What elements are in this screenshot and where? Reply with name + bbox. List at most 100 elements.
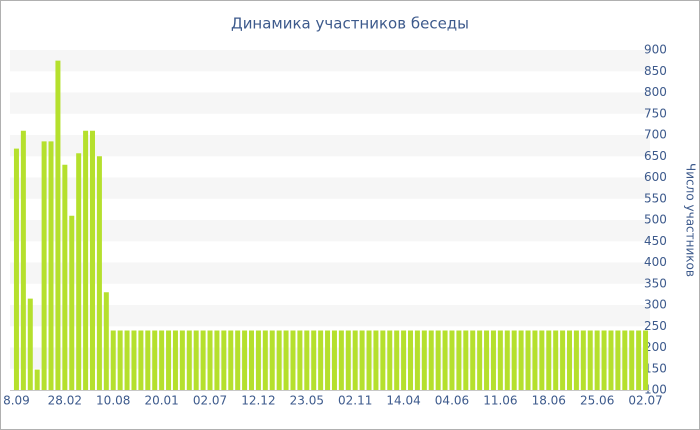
x-tick-label: 02.07 — [628, 394, 662, 408]
bar — [318, 330, 324, 390]
bar — [539, 330, 545, 390]
y-tick-label: 250 — [644, 319, 667, 333]
y-tick-label: 700 — [644, 128, 667, 142]
bar — [442, 330, 448, 390]
bar — [338, 330, 344, 390]
bar — [553, 330, 559, 390]
x-tick-label: 8.09 — [3, 394, 30, 408]
bar — [587, 330, 593, 390]
bar — [414, 330, 420, 390]
y-axis-title: Число участников — [684, 163, 698, 277]
y-tick-label: 100 — [644, 383, 667, 397]
y-tick-label: 350 — [644, 276, 667, 290]
bar — [228, 330, 234, 390]
bar — [276, 330, 282, 390]
bar — [366, 330, 372, 390]
bar — [511, 330, 517, 390]
x-tick-label: 20.01 — [144, 394, 178, 408]
bar — [200, 330, 206, 390]
bar — [311, 330, 317, 390]
bar — [103, 292, 109, 390]
bar — [594, 330, 600, 390]
bar — [325, 330, 331, 390]
bar — [90, 130, 95, 390]
bar — [138, 330, 144, 390]
y-tick-label: 850 — [644, 64, 667, 78]
bar — [255, 330, 261, 390]
bar — [55, 60, 61, 390]
bar — [290, 330, 296, 390]
y-tick-label: 650 — [644, 149, 667, 163]
y-tick-label: 750 — [644, 106, 667, 120]
bar — [186, 330, 192, 390]
x-tick-label: 10.08 — [96, 394, 130, 408]
y-tick-label: 400 — [644, 255, 667, 269]
x-tick-label: 12.12 — [241, 394, 275, 408]
bar — [636, 330, 642, 390]
bar — [546, 330, 552, 390]
bar — [166, 330, 172, 390]
y-tick-label: 800 — [644, 85, 667, 99]
bar — [622, 330, 628, 390]
bar — [615, 330, 621, 390]
x-tick-label: 25.06 — [580, 394, 614, 408]
bar — [235, 330, 241, 390]
y-tick-label: 500 — [644, 213, 667, 227]
bar — [62, 164, 68, 390]
bar — [408, 330, 413, 390]
bar — [41, 141, 47, 390]
grid-band — [10, 262, 650, 284]
bar — [477, 330, 483, 390]
bar — [96, 156, 102, 390]
bar — [601, 330, 607, 390]
bar — [242, 330, 248, 390]
bar — [172, 330, 178, 390]
bar — [283, 330, 289, 390]
bar — [207, 330, 213, 390]
x-tick-label: 11.06 — [483, 394, 517, 408]
bar — [352, 330, 358, 390]
y-tick-label: 150 — [644, 361, 667, 375]
bar — [387, 330, 393, 390]
y-tick-label: 200 — [644, 340, 667, 354]
bar — [221, 330, 227, 390]
bar — [117, 330, 123, 390]
bar — [643, 330, 649, 390]
bar — [76, 153, 82, 390]
bar — [463, 330, 469, 390]
bar — [145, 330, 151, 390]
bar — [179, 330, 185, 390]
bar — [573, 330, 579, 390]
bar — [456, 330, 462, 390]
x-tick-label: 18.06 — [532, 394, 566, 408]
bar — [359, 330, 365, 390]
bar — [152, 330, 158, 390]
bar — [518, 330, 524, 390]
x-tick-label: 02.11 — [338, 394, 372, 408]
bar — [69, 215, 75, 390]
bar — [428, 330, 434, 390]
bar — [560, 330, 566, 390]
bar — [490, 330, 496, 390]
bar — [34, 369, 40, 390]
bar — [484, 330, 490, 390]
bar — [373, 330, 379, 390]
bar — [262, 330, 268, 390]
x-tick-label: 23.05 — [290, 394, 324, 408]
bar — [304, 330, 310, 390]
grid-band — [10, 135, 650, 157]
grid-band — [10, 177, 650, 199]
x-tick-label: 28.02 — [48, 394, 82, 408]
x-tick-label: 04.06 — [435, 394, 469, 408]
bar — [394, 330, 400, 390]
grid-band — [10, 305, 650, 327]
bar — [449, 330, 455, 390]
bar — [629, 330, 635, 390]
x-tick-label: 14.04 — [386, 394, 420, 408]
bar — [131, 330, 137, 390]
bar — [297, 330, 303, 390]
y-tick-label: 450 — [644, 234, 667, 248]
y-tick-label: 550 — [644, 191, 667, 205]
bar — [345, 330, 351, 390]
